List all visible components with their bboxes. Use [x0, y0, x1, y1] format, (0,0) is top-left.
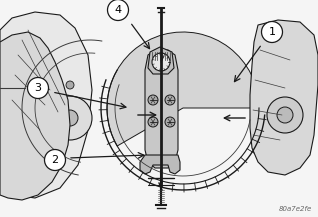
Polygon shape: [148, 47, 174, 74]
Circle shape: [107, 0, 128, 20]
Polygon shape: [0, 12, 92, 198]
Circle shape: [165, 95, 175, 105]
Text: 80a7e2fe: 80a7e2fe: [279, 206, 312, 212]
Polygon shape: [140, 155, 180, 174]
Wedge shape: [107, 32, 259, 146]
Circle shape: [45, 150, 66, 171]
Text: 1: 1: [268, 27, 275, 37]
Polygon shape: [145, 50, 178, 168]
Circle shape: [48, 96, 92, 140]
Circle shape: [66, 81, 74, 89]
Text: 3: 3: [34, 83, 42, 93]
Polygon shape: [250, 20, 318, 175]
Polygon shape: [0, 32, 70, 200]
Circle shape: [165, 117, 175, 127]
Circle shape: [277, 107, 293, 123]
Circle shape: [261, 21, 282, 43]
Text: 4: 4: [114, 5, 121, 15]
Circle shape: [27, 77, 49, 99]
Circle shape: [62, 110, 78, 126]
Circle shape: [152, 53, 170, 71]
Circle shape: [148, 117, 158, 127]
Circle shape: [148, 95, 158, 105]
Circle shape: [267, 97, 303, 133]
Text: 2: 2: [52, 155, 59, 165]
